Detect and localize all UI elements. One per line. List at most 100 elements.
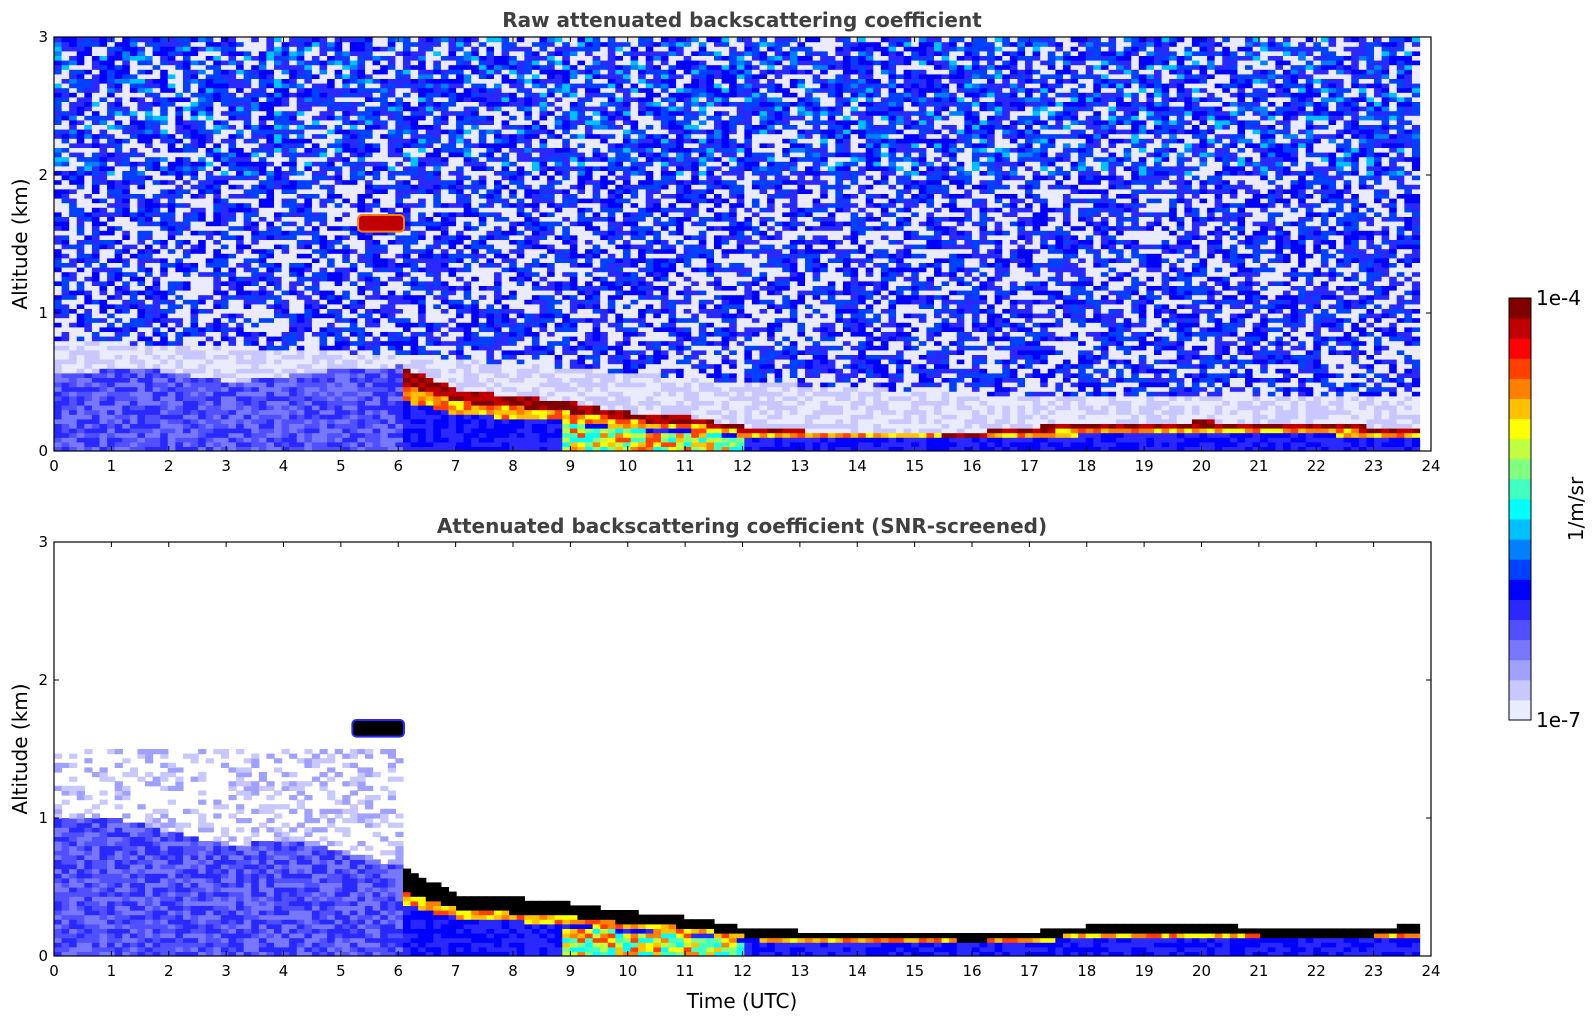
panel1-cell	[281, 69, 290, 75]
panel1-cell	[372, 50, 381, 56]
panel1-cell	[205, 432, 214, 438]
panel1-cell	[190, 142, 199, 148]
panel1-cell	[319, 124, 328, 130]
panel1-cell	[274, 193, 283, 199]
panel1-cell	[380, 409, 389, 415]
panel1-cell	[274, 308, 283, 314]
panel1-cell	[198, 138, 207, 144]
panel1-cell	[91, 409, 101, 415]
panel1-cell	[220, 225, 230, 231]
panel1-cell	[236, 152, 245, 158]
panel1-cell	[289, 202, 298, 208]
panel1-cell	[69, 239, 78, 245]
panel1-cell	[91, 239, 101, 245]
panel1-cell	[334, 322, 343, 328]
panel1-cell	[266, 372, 275, 378]
panel1-cell	[281, 106, 290, 112]
panel1-cell	[281, 308, 290, 314]
panel1-cell	[296, 432, 305, 438]
panel1-cell	[410, 308, 419, 314]
panel1-cell	[152, 129, 161, 135]
panel1-cell	[167, 221, 176, 227]
panel1-cell	[114, 414, 123, 420]
panel1-cell	[99, 299, 108, 305]
panel1-cell	[228, 46, 237, 52]
panel1-cell	[296, 46, 305, 52]
panel1-cell	[107, 69, 116, 75]
panel1-cell	[220, 271, 230, 277]
panel1-cell	[357, 271, 366, 277]
panel1-cell	[236, 179, 245, 185]
panel1-cell	[281, 400, 290, 406]
panel1-cell	[289, 441, 298, 447]
panel1-cell	[304, 372, 313, 378]
panel1-cell	[425, 83, 434, 89]
panel1-cell	[418, 101, 427, 107]
panel1-cell	[258, 110, 268, 116]
panel1-cell	[220, 308, 230, 314]
panel1-cell	[311, 170, 321, 176]
panel1-cell	[137, 405, 146, 411]
panel1-cell	[296, 202, 305, 208]
panel1-cell	[213, 64, 222, 70]
panel1-cell	[380, 230, 389, 236]
panel1-cell	[334, 188, 343, 194]
panel1-cell	[440, 386, 450, 392]
panel1-cell	[281, 239, 290, 245]
panel1-cell	[84, 115, 93, 121]
panel1-cell	[145, 345, 154, 351]
panel1-cell	[387, 322, 396, 328]
panel1-cell	[198, 349, 207, 355]
panel1-cell	[471, 428, 480, 434]
panel1-cell	[311, 41, 321, 47]
panel1-cell	[54, 55, 63, 61]
panel1-cell	[296, 211, 305, 217]
panel1-cell	[160, 124, 169, 130]
panel1-cell	[395, 432, 404, 438]
panel1-cell	[456, 308, 465, 314]
panel1-cell	[54, 345, 63, 351]
panel1-cell	[357, 391, 366, 397]
panel1-cell	[266, 64, 275, 70]
panel1-cell	[433, 322, 442, 328]
panel1-cell	[54, 234, 63, 240]
panel1-cell	[440, 345, 450, 351]
panel1-cell	[402, 193, 412, 199]
panel1-cell	[440, 267, 450, 273]
panel1-cell	[129, 50, 139, 56]
panel1-cell	[198, 50, 207, 56]
panel1-cell	[402, 432, 412, 438]
panel1-cell	[433, 326, 442, 332]
panel1-cell	[145, 308, 154, 314]
panel1-cell	[440, 308, 450, 314]
panel1-cell	[84, 133, 93, 139]
panel1-cell	[418, 377, 427, 383]
panel1-cell	[402, 248, 412, 254]
panel1-cell	[327, 294, 336, 300]
panel1-cell	[182, 55, 192, 61]
panel1-cell	[243, 349, 252, 355]
panel1-cell	[395, 368, 404, 374]
panel1-cell	[220, 64, 230, 70]
panel1-cell	[129, 64, 139, 70]
panel1-cell	[418, 276, 427, 282]
panel1-cell	[349, 37, 359, 43]
panel1-cell	[296, 170, 305, 176]
panel1-cell	[122, 354, 131, 360]
panel1-cell	[160, 299, 169, 305]
panel1-cell	[160, 41, 169, 47]
panel1-cell	[456, 441, 465, 447]
panel1-cell	[145, 83, 154, 89]
panel1-cell	[243, 253, 252, 259]
panel1-cell	[387, 152, 396, 158]
panel1-cell	[198, 271, 207, 277]
panel1-cell	[342, 87, 351, 93]
panel1-cell	[448, 221, 457, 227]
panel1-cell	[334, 110, 343, 116]
panel1-cell	[258, 409, 268, 415]
panel1-cell	[395, 437, 404, 443]
panel1-cell	[372, 64, 381, 70]
panel1-cell	[137, 198, 146, 204]
panel1-cell	[281, 391, 290, 397]
panel1-cell	[433, 340, 442, 346]
